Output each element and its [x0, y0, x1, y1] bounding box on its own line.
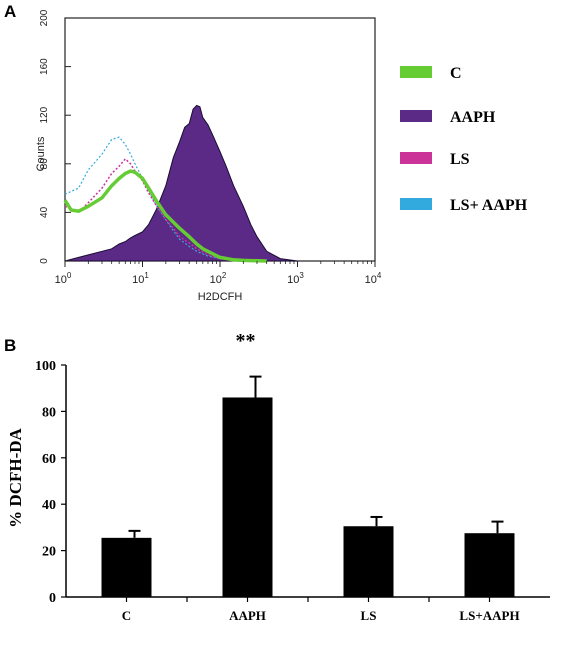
bar-ls	[343, 526, 394, 597]
histogram-x-axis-label: H2DCFH	[198, 291, 243, 303]
legend-swatch-ls-aaph	[400, 198, 432, 210]
bar-ls-aaph	[464, 533, 515, 597]
legend-swatch-aaph	[400, 110, 432, 122]
series-c-line	[63, 169, 267, 263]
histogram-y-ticks: 0 40 80 120 160 200	[39, 9, 71, 264]
flow-histogram-chart: 0 40 80 120 160 200 100 101 102 103 104 Counts H2…	[35, 9, 528, 303]
legend-label-aaph: AAPH	[450, 109, 496, 126]
bar-y-tick-label: 80	[42, 405, 56, 420]
bar-y-axis-label: % DCFH-DA	[6, 427, 25, 527]
significance-annotation: **	[236, 330, 256, 352]
bar-y-tick-label: 20	[42, 545, 56, 560]
histogram-x-tick-label: 104	[365, 271, 382, 286]
legend-label-ls-aaph: LS+ AAPH	[450, 197, 528, 214]
histogram-legend: C AAPH LS LS+ AAPH	[400, 65, 528, 214]
histogram-x-ticks: 100 101 102 103 104	[55, 261, 382, 286]
histogram-y-tick-label: 0	[39, 258, 50, 264]
bar-c	[101, 537, 152, 597]
histogram-y-tick-label: 40	[39, 206, 50, 218]
bar-y-tick-label: 100	[35, 359, 56, 374]
bar-chart-bars	[101, 375, 515, 597]
bar-aaph	[222, 397, 273, 597]
panel-b-label: B	[4, 336, 17, 355]
histogram-x-tick-label: 102	[210, 271, 227, 286]
histogram-y-tick-label: 120	[39, 106, 50, 123]
histogram-x-tick-label: 103	[287, 271, 304, 286]
histogram-y-axis-label: Counts	[35, 136, 47, 171]
legend-swatch-ls	[400, 152, 432, 164]
bar-x-tick-label: AAPH	[229, 608, 266, 623]
histogram-x-tick-label: 101	[132, 271, 149, 286]
histogram-y-tick-label: 80	[39, 158, 50, 170]
series-ls-line	[64, 158, 244, 262]
histogram-y-tick-label: 200	[39, 9, 50, 26]
bar-x-tick-label: C	[122, 608, 131, 623]
legend-swatch-c	[400, 66, 432, 78]
bar-y-tick-label: 60	[42, 452, 56, 467]
panel-a-label: A	[4, 2, 17, 21]
bar-x-tick-label: LS	[361, 608, 377, 623]
bar-y-tick-label: 0	[49, 591, 56, 606]
bar-chart-labels: C AAPH LS LS+AAPH **	[122, 330, 520, 623]
legend-label-c: C	[450, 65, 462, 82]
histogram-x-tick-label: 100	[55, 271, 72, 286]
histogram-series-group	[63, 104, 298, 263]
legend-label-ls: LS	[450, 151, 470, 168]
bar-y-tick-label: 40	[42, 498, 56, 513]
bar-chart-axes: 0 20 40 60 80 100	[35, 359, 550, 606]
series-aaph-area	[64, 104, 298, 262]
bar-x-tick-label: LS+AAPH	[459, 608, 519, 623]
histogram-y-tick-label: 160	[39, 58, 50, 75]
